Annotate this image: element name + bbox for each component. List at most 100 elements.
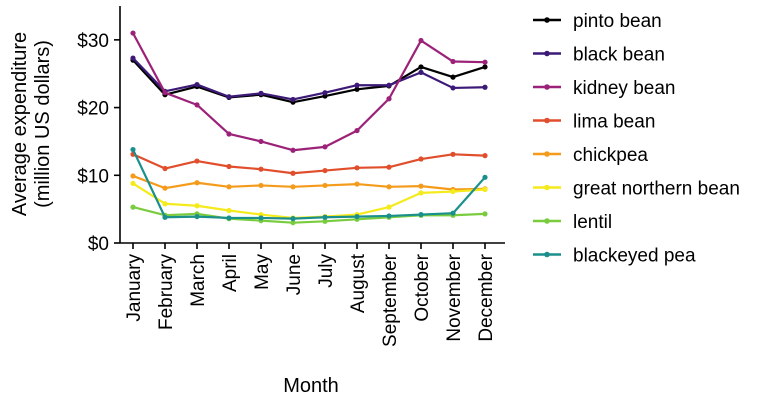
data-point (386, 82, 392, 88)
data-point (450, 74, 456, 80)
data-point (258, 138, 264, 145)
y-ticks: $0 $10 $20 $30 (77, 31, 120, 255)
legend-label: black bean (573, 45, 665, 66)
data-point (450, 151, 456, 157)
data-point (386, 164, 392, 170)
x-tick-label: April (220, 254, 241, 292)
data-point (130, 180, 136, 187)
x-tick-label: February (156, 254, 177, 331)
data-point (354, 86, 360, 92)
data-point (482, 174, 488, 180)
data-point (162, 90, 168, 96)
data-point (418, 69, 424, 75)
legend-label: great northern bean (573, 179, 740, 200)
data-point (194, 180, 200, 186)
series-kidney-bean (130, 30, 488, 153)
data-point (162, 214, 168, 220)
legend-item: lima bean (533, 112, 655, 133)
data-point (258, 215, 264, 221)
data-point (226, 163, 232, 170)
legend: pinto bean black bean kidney bean lima bean… (533, 11, 740, 267)
data-point (482, 211, 488, 217)
x-tick-label: March (188, 254, 209, 307)
data-point (386, 204, 392, 210)
data-point (322, 218, 328, 224)
y-tick-label: $0 (88, 234, 109, 255)
series-line (132, 32, 486, 152)
y-tick-label: $10 (77, 166, 109, 187)
data-point (386, 184, 392, 190)
data-point (162, 201, 168, 207)
series-pinto-bean (130, 57, 488, 105)
data-point (354, 82, 360, 88)
data-point (226, 131, 232, 137)
legend-item: blackeyed pea (533, 246, 696, 267)
series-line (132, 174, 486, 191)
x-tick-label: November (444, 253, 465, 341)
data-point (226, 184, 232, 190)
data-point (418, 190, 424, 196)
x-tick-label: December (476, 253, 497, 341)
y-tick-label: $20 (77, 99, 109, 120)
data-point (226, 207, 232, 214)
data-point (130, 146, 136, 153)
legend-swatch-marker (544, 50, 550, 57)
legend-label: lentil (573, 212, 612, 233)
data-point (354, 181, 360, 187)
series-line (132, 153, 486, 175)
data-point (130, 173, 136, 179)
x-tick-label: May (252, 254, 273, 290)
data-point (482, 84, 488, 90)
series-chickpea (130, 173, 488, 193)
data-point (322, 214, 328, 220)
legend-swatch-marker (544, 117, 550, 124)
series-blackeyed-pea (130, 146, 488, 222)
data-point (290, 184, 296, 190)
data-point (130, 204, 136, 210)
series-line (132, 59, 486, 104)
data-point (290, 220, 296, 226)
data-point (354, 127, 360, 134)
data-point (226, 94, 232, 100)
data-point (258, 90, 264, 96)
x-tick-label: September (380, 253, 401, 347)
data-point (194, 102, 200, 108)
data-point (290, 96, 296, 103)
data-point (354, 165, 360, 171)
series-black-bean (130, 55, 488, 103)
x-tick-label: October (412, 253, 433, 321)
legend-item: black bean (533, 45, 665, 66)
data-point (258, 182, 264, 189)
data-point (290, 170, 296, 176)
y-tick-label: $30 (77, 31, 109, 52)
data-point (290, 147, 296, 153)
legend-item: pinto bean (533, 11, 662, 32)
data-point (418, 37, 424, 44)
data-point (162, 185, 168, 191)
x-tick-label: June (284, 254, 305, 295)
legend-item: great northern bean (533, 179, 740, 200)
plot-area: $0 $10 $20 $30 January February March April May… (77, 6, 505, 347)
data-point (162, 165, 168, 172)
data-point (418, 156, 424, 162)
data-point (194, 213, 200, 220)
data-point (322, 144, 328, 150)
series-line (132, 57, 486, 101)
series-line (132, 182, 486, 220)
legend-item: lentil (533, 212, 612, 233)
legend-label: kidney bean (573, 78, 675, 99)
data-point (130, 30, 136, 36)
y-axis-title-line1: Average expenditure (9, 32, 31, 216)
legend-label: blackeyed pea (573, 246, 696, 267)
x-tick-label: January (124, 254, 145, 322)
legend-label: chickpea (573, 145, 648, 166)
data-point (194, 158, 200, 164)
data-point (322, 167, 328, 174)
legend-swatch-marker (544, 218, 550, 224)
data-point (322, 182, 328, 189)
data-point (482, 153, 488, 159)
legend-swatch-marker (544, 17, 550, 23)
data-point (482, 64, 488, 70)
data-point (194, 203, 200, 209)
legend-item: chickpea (533, 145, 648, 166)
